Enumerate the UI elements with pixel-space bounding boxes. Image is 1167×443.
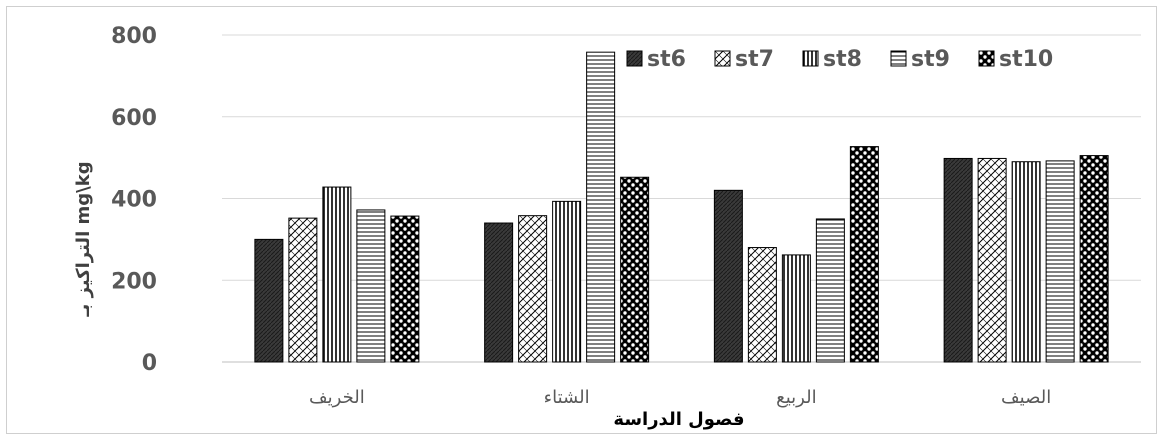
- bar-st8: [781, 254, 811, 363]
- bar-st7: [288, 217, 318, 363]
- bar-st10: [849, 146, 879, 363]
- y-tick-label: 400: [111, 188, 157, 213]
- bar-st8: [1011, 161, 1041, 363]
- bar-st7: [747, 247, 777, 363]
- y-tick-label: 0: [142, 351, 157, 376]
- x-tick-label: الصيف: [1001, 387, 1051, 408]
- bar-st10: [620, 176, 650, 363]
- bar-st9: [815, 218, 845, 363]
- bar-st8: [552, 200, 582, 363]
- legend-label-st9: st9: [911, 47, 950, 72]
- bar-st6: [943, 157, 973, 363]
- x-tick-label: الربيع: [776, 387, 816, 408]
- y-tick-label: 200: [111, 269, 157, 294]
- legend-label-st10: st10: [999, 47, 1053, 72]
- bar-st10: [390, 215, 420, 363]
- legend-swatch-st9: [890, 50, 907, 67]
- legend-label-st6: st6: [647, 47, 686, 72]
- legend-label-st8: st8: [823, 47, 862, 72]
- bar-st7: [977, 157, 1007, 363]
- bar-st6: [254, 238, 284, 363]
- legend-swatch-st8: [802, 50, 819, 67]
- legend-label-st7: st7: [735, 47, 774, 72]
- y-axis-label: التراكيز بـ mg\kg: [73, 161, 94, 317]
- chart-frame: 0 200 400 600 800 الخريف الشتاء الربيع الصيف st6…: [6, 6, 1157, 434]
- y-tick-label: 600: [111, 106, 157, 131]
- bar-st9: [1045, 160, 1075, 363]
- bar-st8: [322, 186, 352, 363]
- bar-st9: [356, 209, 386, 363]
- bar-st10: [1079, 155, 1109, 363]
- x-tick-label: الشتاء: [544, 387, 590, 408]
- y-tick-label: 800: [111, 24, 157, 49]
- x-tick-label: الخريف: [309, 387, 365, 408]
- legend-swatch-st6: [626, 50, 643, 67]
- bar-st7: [518, 215, 548, 363]
- x-axis-label: فصول الدراسة: [613, 409, 744, 430]
- bar-st6: [713, 189, 743, 363]
- bar-st6: [484, 222, 514, 363]
- legend-swatch-st7: [714, 50, 731, 67]
- bar-chart: 0 200 400 600 800 الخريف الشتاء الربيع الصيف st6…: [73, 24, 1141, 430]
- bar-st9: [586, 51, 616, 363]
- legend-swatch-st10: [978, 50, 995, 67]
